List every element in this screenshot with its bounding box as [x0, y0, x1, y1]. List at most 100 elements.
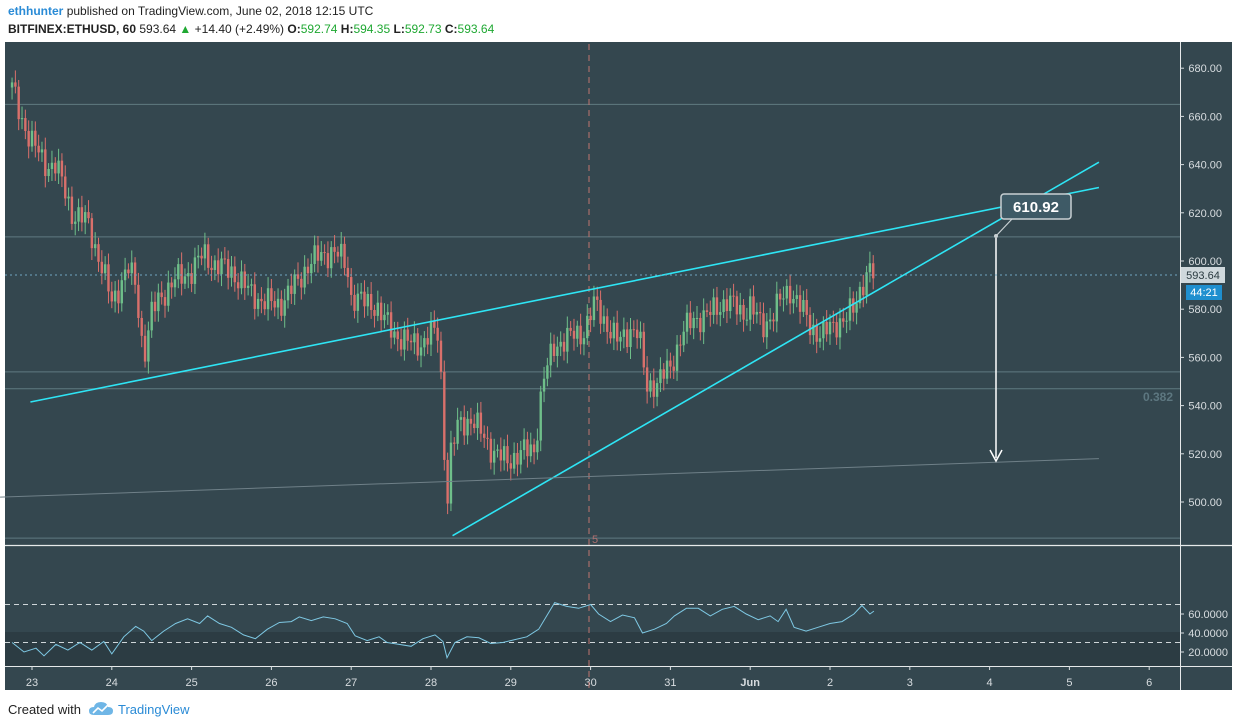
candle-body [466, 418, 469, 436]
candle-body [137, 284, 140, 318]
candle-body [729, 295, 732, 312]
candle-body [253, 284, 256, 309]
candle-body [396, 331, 399, 340]
candle-body [24, 118, 27, 131]
lower-trendline[interactable] [452, 161, 1100, 537]
candle-body [539, 391, 542, 441]
price-tick-label: 520.00 [1188, 449, 1222, 461]
candle-body [785, 285, 788, 299]
candle-body [310, 263, 313, 274]
candle-body [572, 330, 576, 339]
candle-body [709, 311, 712, 315]
candle-body [366, 293, 370, 307]
candle-body [130, 262, 133, 274]
horizontal-levels [5, 103, 1180, 643]
candle-body [293, 274, 296, 294]
time-tick-label: 23 [26, 677, 38, 689]
candle-body [845, 320, 848, 322]
candle-body [506, 446, 509, 464]
candle-body [60, 160, 64, 177]
candle-body [266, 288, 270, 310]
candle-body [70, 196, 74, 224]
candle-body [499, 449, 503, 461]
candle-body [812, 324, 815, 336]
candle-body [772, 319, 775, 322]
candle-body [592, 296, 596, 321]
candle-body [110, 291, 113, 302]
candle-body [10, 82, 14, 88]
price-tick-label: 580.00 [1188, 304, 1222, 316]
candle-body [862, 286, 865, 296]
candle-body [436, 327, 439, 341]
candle-body [187, 273, 190, 277]
candle-body [20, 118, 24, 120]
candle-body [283, 300, 286, 316]
candle-body [230, 266, 233, 278]
candle-body [406, 329, 409, 341]
author-link[interactable]: ethhunter [8, 4, 64, 18]
candle-body [552, 343, 556, 356]
candle-body [556, 346, 559, 356]
candle-body [133, 262, 137, 285]
candle-body [87, 212, 90, 219]
candle-body [236, 282, 240, 289]
candle-body [582, 338, 586, 345]
chart-area[interactable]: 500.00 520.00 540.00 560.00 580.00 600.00 620.… [0, 42, 1239, 692]
countdown-tag [1186, 285, 1222, 300]
candle-body [612, 322, 616, 339]
candle-body [512, 452, 516, 469]
candle-body [389, 312, 393, 338]
rsi-tick-label: 20.0000 [1188, 647, 1228, 659]
candle-body [30, 130, 34, 147]
candle-body [296, 274, 300, 279]
candle-body [160, 292, 163, 298]
candle-body [103, 264, 107, 274]
candle-body [326, 253, 330, 269]
tradingview-link[interactable]: TradingView [118, 702, 190, 717]
candle-body [170, 282, 173, 288]
candle-body [333, 247, 336, 252]
candle-body [67, 196, 70, 199]
tradingview-cloud-icon[interactable] [88, 701, 114, 717]
candle-body [825, 321, 828, 335]
candle-body [44, 149, 47, 177]
candle-body [589, 315, 592, 321]
candle-body [300, 278, 303, 288]
candle-body [519, 450, 522, 465]
candle-body [203, 244, 207, 259]
candle-body [502, 446, 506, 461]
candle-body [220, 258, 223, 275]
candle-body [599, 299, 602, 324]
candle-body [54, 162, 57, 174]
candle-body [602, 316, 606, 324]
ohlc-line: BITFINEX:ETHUSD, 60 593.64 ▲ +14.40 (+2.… [8, 22, 494, 36]
candle-body [566, 327, 569, 352]
candle-body [712, 297, 715, 315]
candle-body [320, 252, 323, 261]
candle-body [369, 293, 373, 310]
candle-body [755, 311, 759, 315]
candle-body [516, 452, 519, 465]
price-tick-label: 680.00 [1188, 63, 1222, 75]
candle-body [848, 298, 852, 321]
chart-svg[interactable]: 500.00520.00540.00560.00580.00600.00620.… [0, 42, 1239, 692]
time-axis-bg [5, 666, 1232, 690]
price-tick-label: 660.00 [1188, 111, 1222, 123]
candle-body [393, 331, 396, 338]
candle-body [526, 439, 529, 457]
candle-body [629, 329, 632, 348]
time-tick-label: Jun [740, 677, 760, 689]
candle-body [865, 272, 868, 296]
candle-body [549, 343, 552, 366]
candle-body [788, 285, 792, 304]
candle-body [399, 339, 403, 350]
candle-body [762, 313, 765, 338]
candle-body [639, 331, 642, 339]
candle-body [625, 329, 629, 348]
target-callout-box[interactable] [1000, 193, 1072, 220]
candle-body [246, 285, 250, 288]
candle-body [336, 251, 340, 257]
time-tick-label: 25 [185, 677, 197, 689]
upper-trendline[interactable] [30, 186, 1100, 403]
support-line[interactable] [0, 458, 1099, 498]
